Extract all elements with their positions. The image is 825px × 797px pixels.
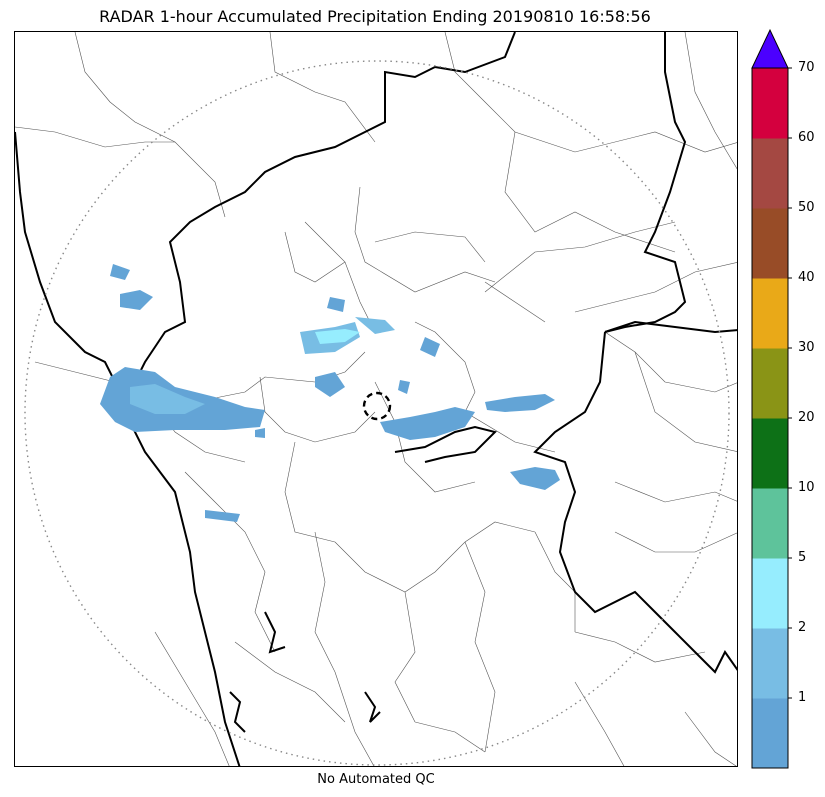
qc-status-label: No Automated QC (317, 772, 435, 787)
precip-cell (355, 317, 395, 334)
colorbar-bin (752, 558, 788, 629)
colorbar-tick-label: 40 (798, 270, 815, 285)
colorbar-bin (752, 698, 788, 769)
colorbar-bin (752, 488, 788, 559)
colorbar-tick-label: 50 (798, 200, 815, 215)
precip-cell (485, 394, 555, 412)
precip-cell (110, 264, 130, 280)
radar-site-marker (362, 391, 392, 421)
colorbar-tick-label: 5 (798, 550, 807, 565)
colorbar-tick-label: 30 (798, 340, 815, 355)
colorbar-bin (752, 138, 788, 209)
precip-cell (315, 372, 345, 397)
colorbar-overflow-triangle (751, 28, 789, 69)
colorbar-bin (752, 628, 788, 699)
colorbar-bin (752, 278, 788, 349)
precipitation-colorbar (751, 28, 792, 769)
precip-cell (255, 428, 265, 438)
precip-cell (380, 407, 475, 440)
colorbar-tick-label: 60 (798, 130, 815, 145)
colorbar-tick-label: 10 (798, 480, 815, 495)
colorbar-bin (752, 348, 788, 419)
precip-cell (205, 510, 240, 522)
precip-cell (130, 384, 205, 414)
colorbar-tick-label: 70 (798, 60, 815, 75)
radar-map[interactable] (14, 31, 738, 767)
precip-cell (120, 290, 153, 310)
precip-cell (420, 337, 440, 357)
precip-cell (327, 297, 345, 312)
map-title: RADAR 1-hour Accumulated Precipitation E… (99, 7, 651, 26)
range-ring (24, 60, 730, 766)
precip-cell (315, 329, 360, 344)
colorbar-graphic (751, 28, 792, 769)
colorbar-bin (752, 68, 788, 139)
colorbar-bin (752, 208, 788, 279)
precip-cell (398, 380, 410, 394)
precip-cell (510, 467, 560, 490)
colorbar-tick-label: 1 (798, 690, 807, 705)
colorbar-tick-label: 20 (798, 410, 815, 425)
map-canvas (15, 32, 737, 766)
colorbar-bin (752, 418, 788, 489)
district-borders (15, 32, 737, 766)
precipitation-echoes (100, 264, 560, 522)
colorbar-tick-label: 2 (798, 620, 807, 635)
